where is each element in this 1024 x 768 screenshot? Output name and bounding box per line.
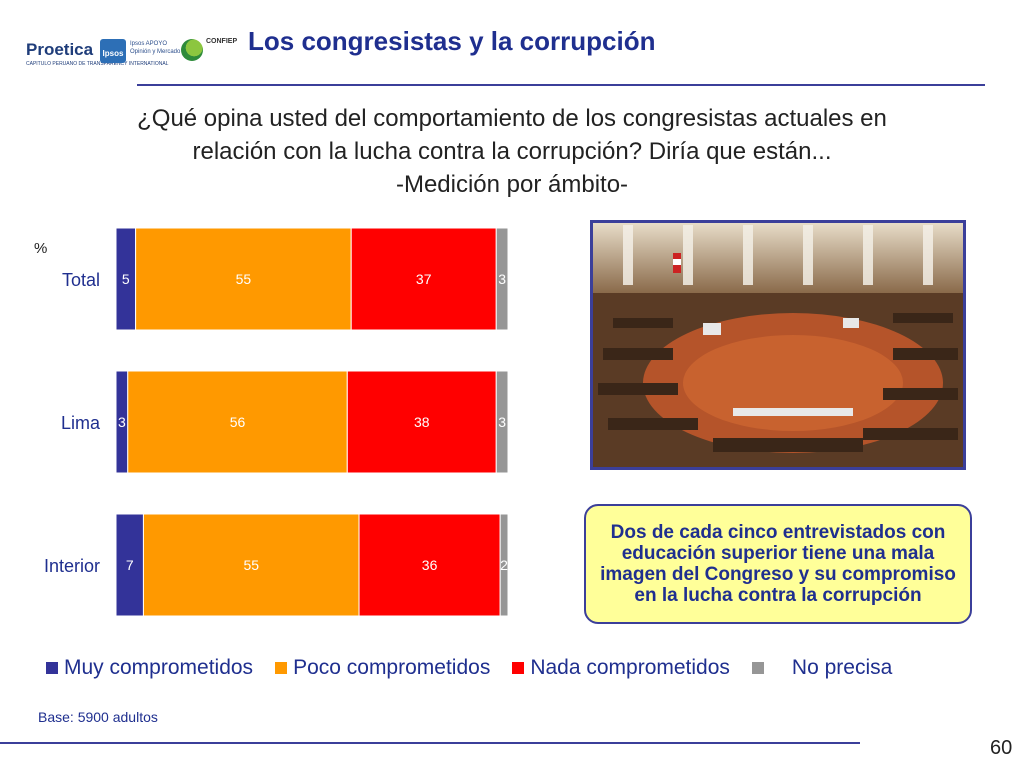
congress-photo: [590, 220, 966, 470]
chart-legend: Muy comprometidos Poco comprometidos Nada …: [46, 656, 914, 680]
legend-swatch-4: [751, 662, 764, 674]
page-title: Los congresistas y la corrupción: [248, 26, 656, 56]
question-line-1: ¿Qué opina usted del comportamiento de l…: [137, 105, 887, 132]
page-number: 60: [990, 737, 1013, 759]
bar-total-series-2: [135, 227, 352, 331]
ipsos-apoyo-text: Ipsos APOYO: [130, 41, 168, 47]
insight-callout: Dos de cada cinco entrevistados con educ…: [584, 504, 972, 624]
data-label-lima-series-3: 38: [414, 414, 430, 430]
title-divider: [137, 84, 985, 86]
footer-divider: [0, 742, 860, 744]
unit-label: %: [34, 240, 48, 257]
legend-item-4: No precisa: [751, 656, 893, 680]
data-label-total-series-2: 55: [236, 271, 252, 287]
sample-base-note: Base: 5900 adultos: [38, 709, 158, 725]
legend-label-2: Poco comprometidos: [293, 656, 491, 679]
data-label-interior-series-4: 2: [500, 557, 508, 573]
data-label-interior-series-2: 55: [243, 557, 259, 573]
question-line-2: relación con la lucha contra la corrupci…: [192, 138, 832, 165]
category-label-lima: Lima: [61, 413, 101, 433]
question-subtitle: -Medición por ámbito-: [395, 171, 629, 198]
data-label-interior-series-3: 36: [422, 557, 438, 573]
legend-swatch-1: [46, 662, 58, 674]
bar-interior-series-4: [499, 513, 509, 617]
legend-item-2: Poco comprometidos: [275, 656, 490, 680]
data-label-total-series-3: 37: [416, 271, 432, 287]
ipsos-apoyo-subtext: Opinión y Mercado: [130, 49, 181, 55]
confiep-logo: CONFIEP: [206, 38, 238, 45]
survey-question: ¿Qué opina usted del comportamiento de l…: [30, 102, 994, 201]
ipsos-logo: Ipsos: [100, 39, 126, 63]
data-label-total-series-4: 3: [498, 271, 506, 287]
legend-label-3: Nada comprometidos: [530, 656, 730, 679]
data-label-interior-series-1: 7: [126, 557, 134, 573]
bar-interior-series-3: [358, 513, 501, 617]
bar-interior-series-2: [142, 513, 360, 617]
legend-item-3: Nada comprometidos: [512, 656, 730, 680]
confiep-logo-icon: [181, 39, 203, 61]
data-label-lima-series-4: 3: [498, 414, 506, 430]
bar-total-series-3: [350, 227, 497, 331]
proetica-logo: Proetica CAPITULO PERUANO DE TRANSPARENC…: [26, 40, 168, 67]
ipsos-apoyo-logo: Ipsos APOYO Opinión y Mercado: [130, 40, 180, 56]
legend-item-1: Muy comprometidos: [46, 656, 253, 680]
bar-interior-series-1: [115, 513, 144, 617]
category-label-total: Total: [62, 270, 100, 290]
data-label-total-series-1: 5: [122, 271, 130, 287]
data-label-lima-series-1: 3: [118, 414, 126, 430]
data-label-lima-series-2: 56: [230, 414, 246, 430]
legend-label-1: Muy comprometidos: [64, 656, 254, 679]
bar-total-series-4: [495, 227, 509, 331]
bar-lima-series-4: [495, 370, 509, 474]
congress-photo-icon: [593, 223, 963, 467]
legend-label-4: No precisa: [791, 656, 893, 679]
proetica-logo-text: Proetica: [26, 40, 94, 59]
proetica-logo-subtext: CAPITULO PERUANO DE TRANSPARENCY INTERNA…: [26, 61, 169, 67]
category-label-interior: Interior: [44, 556, 100, 576]
legend-swatch-2: [275, 662, 288, 674]
bar-lima-series-2: [127, 370, 348, 474]
legend-swatch-3: [512, 662, 525, 674]
